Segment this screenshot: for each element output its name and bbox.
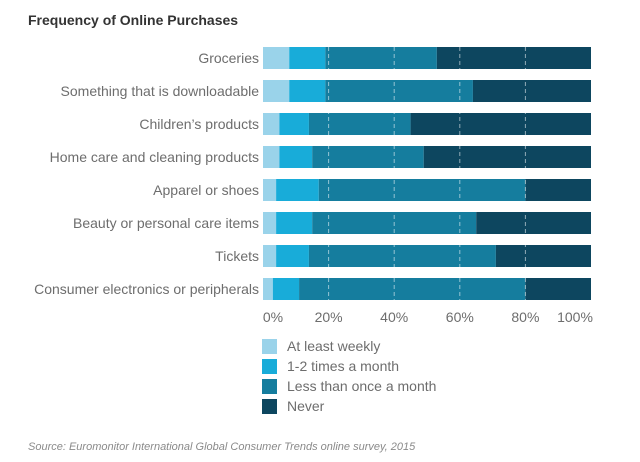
bars-layer <box>263 47 591 300</box>
legend-label: 1-2 times a month <box>287 358 400 374</box>
category-label: Groceries <box>198 50 259 66</box>
bar-segment <box>308 113 411 135</box>
legend-label: Never <box>287 398 325 414</box>
bar-segment <box>272 278 300 300</box>
bar-segment <box>476 212 591 234</box>
x-tick-label: 80% <box>511 309 539 325</box>
bar-segment <box>263 212 277 234</box>
category-label: Apparel or shoes <box>153 182 259 198</box>
bar-segment <box>325 47 437 69</box>
category-label: Something that is downloadable <box>61 83 260 99</box>
x-tick-label: 0% <box>263 309 283 325</box>
x-tick-label: 100% <box>557 309 593 325</box>
bar-segment <box>318 179 526 201</box>
legend-item: Never <box>262 396 436 416</box>
legend-swatch <box>262 338 277 354</box>
x-axis-tick-labels: 0% 20% 40% 60% 80% 100% <box>263 309 593 325</box>
bar-segment <box>263 278 273 300</box>
bar-segment <box>436 47 591 69</box>
legend-swatch <box>262 358 277 374</box>
bar-segment <box>325 80 473 102</box>
legend-swatch <box>262 378 277 394</box>
bar-segment <box>263 47 290 69</box>
category-labels: Groceries Something that is downloadable C… <box>34 50 259 297</box>
legend-swatch <box>262 398 277 414</box>
bar-segment <box>289 47 326 69</box>
category-label: Home care and cleaning products <box>50 149 259 165</box>
bar-segment <box>299 278 526 300</box>
gridlines-layer <box>328 47 526 300</box>
bar-segment <box>276 212 313 234</box>
legend-item: At least weekly <box>262 336 436 356</box>
legend: At least weekly 1-2 times a month Less tha… <box>262 336 436 416</box>
bar-segment <box>472 80 591 102</box>
bar-segment <box>276 245 309 267</box>
bar-segment <box>263 245 277 267</box>
x-tick-label: 40% <box>380 309 408 325</box>
x-tick-label: 20% <box>315 309 343 325</box>
bar-segment <box>276 179 319 201</box>
legend-label: Less than once a month <box>287 378 437 394</box>
bar-segment <box>289 80 326 102</box>
bar-segment <box>279 146 313 168</box>
x-tick-label: 60% <box>446 309 474 325</box>
bar-segment <box>525 278 591 300</box>
category-label: Children’s products <box>139 116 259 132</box>
stacked-bar-chart: Groceries Something that is downloadable C… <box>34 47 593 325</box>
bar-segment <box>263 113 280 135</box>
bar-segment <box>495 245 591 267</box>
bar-segment <box>263 80 290 102</box>
bar-segment <box>525 179 591 201</box>
bar-segment <box>279 113 309 135</box>
legend-item: Less than once a month <box>262 376 436 396</box>
category-label: Consumer electronics or peripherals <box>34 281 259 297</box>
category-label: Beauty or personal care items <box>73 215 259 231</box>
source-note: Source: Euromonitor International Global… <box>28 441 416 453</box>
legend-item: 1-2 times a month <box>262 356 436 376</box>
chart-title: Frequency of Online Purchases <box>28 12 239 28</box>
bar-segment <box>263 146 280 168</box>
legend-label: At least weekly <box>287 338 381 354</box>
bar-segment <box>312 146 424 168</box>
bar-segment <box>308 245 496 267</box>
category-label: Tickets <box>215 248 259 264</box>
bar-segment <box>410 113 591 135</box>
bar-segment <box>263 179 277 201</box>
bar-segment <box>423 146 591 168</box>
